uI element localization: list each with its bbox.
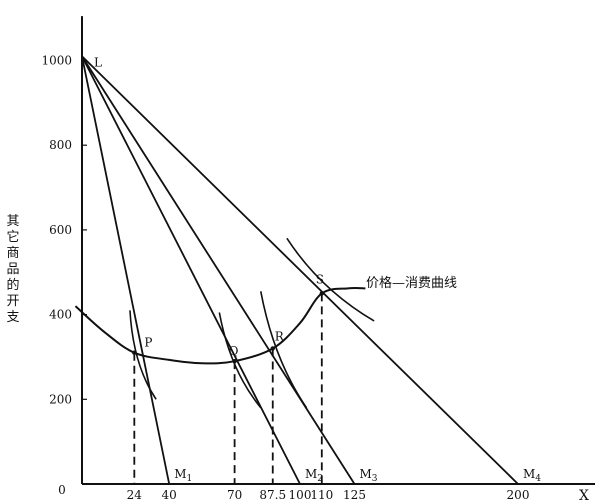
x-tick-label: 125 bbox=[343, 488, 366, 502]
y-axis-label-char: 商 bbox=[6, 246, 20, 261]
x-tick-label: 87.5 bbox=[259, 488, 286, 502]
point-label: R bbox=[275, 329, 285, 343]
point-marker bbox=[319, 291, 324, 296]
indifference-curve bbox=[286, 237, 375, 322]
budget-line-label: M4 bbox=[523, 467, 541, 484]
price-consumption-curve-group: 价格—消费曲线 bbox=[74, 275, 457, 365]
budget-line-label-sub: 2 bbox=[317, 474, 323, 484]
point-label: S bbox=[316, 272, 324, 286]
point-label: P bbox=[144, 336, 152, 350]
y-axis-label-char: 其 bbox=[6, 214, 20, 229]
y-tick-label: 800 bbox=[49, 138, 72, 152]
x-tick-label: 24 bbox=[127, 488, 143, 502]
point-marker bbox=[270, 346, 275, 351]
x-tick-label: 40 bbox=[162, 488, 177, 502]
y-axis-label-char: 的 bbox=[6, 278, 20, 293]
budget-line-label: M1 bbox=[174, 467, 192, 484]
y-tick-label: 400 bbox=[49, 308, 72, 322]
budget-line-label-sub: 4 bbox=[535, 474, 541, 484]
budget-line bbox=[81, 56, 171, 485]
intercept-label: L bbox=[94, 55, 102, 69]
budget-line bbox=[81, 55, 301, 485]
point-label: Q bbox=[229, 344, 239, 358]
y-axis-label-char: 支 bbox=[6, 310, 20, 325]
y-axis-label-char: 它 bbox=[6, 230, 20, 245]
y-axis-label-char: 开 bbox=[6, 294, 20, 309]
y-tick-label: 1000 bbox=[41, 54, 72, 68]
chart-labels: L P Q R S bbox=[94, 55, 324, 364]
x-tick-label: 70 bbox=[227, 488, 242, 502]
indifference-curves bbox=[129, 237, 375, 409]
price-consumption-curve-label: 价格—消费曲线 bbox=[366, 275, 457, 291]
budget-line-label-sub: 1 bbox=[186, 474, 192, 484]
y-axis-label-char: 品 bbox=[6, 262, 20, 277]
indifference-curve bbox=[129, 310, 157, 400]
dashed-guides bbox=[133, 293, 323, 484]
budget-line-label: M3 bbox=[360, 467, 378, 484]
budget-line bbox=[81, 55, 519, 485]
x-tick-label: 100 bbox=[289, 488, 312, 502]
budget-line-label: M2 bbox=[305, 467, 323, 484]
y-axis-label: 其它商品的开支 bbox=[4, 214, 22, 326]
budget-line-label-sub: 3 bbox=[372, 474, 378, 484]
origin-label: 0 bbox=[58, 483, 66, 497]
x-tick-label: 110 bbox=[310, 488, 333, 502]
x-tick-label: 200 bbox=[507, 488, 530, 502]
y-tick-label: 200 bbox=[49, 392, 72, 406]
y-tick-label: 600 bbox=[49, 223, 72, 237]
x-axis-label: X bbox=[579, 488, 589, 503]
point-marker bbox=[132, 350, 137, 355]
point-marker bbox=[232, 358, 237, 364]
indifference-curve bbox=[259, 291, 308, 409]
budget-line bbox=[81, 55, 356, 485]
indifference-curve bbox=[218, 312, 262, 409]
